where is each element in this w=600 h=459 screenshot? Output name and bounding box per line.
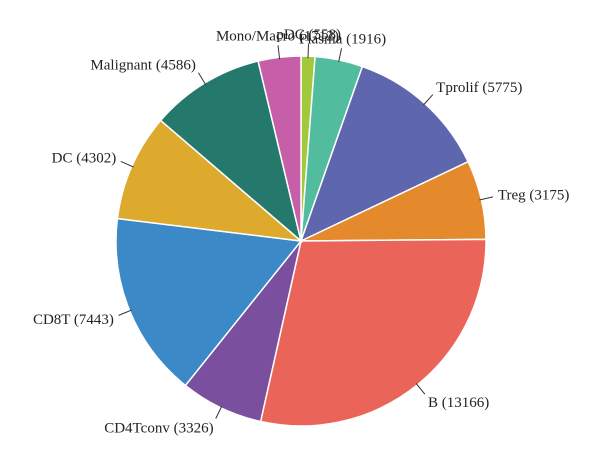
leader-mono-macro: [277, 45, 281, 60]
label-plasma: Plasma (1916): [299, 31, 386, 47]
leader-tprolif: [423, 94, 434, 106]
label-b: B (13166): [428, 395, 489, 411]
leader-lines: [118, 44, 494, 419]
label-cd4tconv: CD4Tconv (3326): [104, 421, 213, 437]
leader-pdc: [307, 44, 310, 59]
label-malignant: Malignant (4586): [90, 57, 195, 73]
label-cd8t: CD8T (7443): [33, 312, 114, 328]
leader-b: [415, 383, 426, 395]
label-treg: Treg (3175): [498, 188, 570, 204]
label-tprolif: Tprolif (5775): [436, 80, 522, 96]
slice-labels: pDC (558)Plasma (1916) Tprolif (5775) Treg…: [33, 27, 569, 436]
leader-cd4tconv: [215, 405, 223, 419]
label-mono-macro: Mono/Macro (1712): [216, 28, 339, 44]
leader-dc: [120, 160, 134, 168]
leader-cd8t: [118, 309, 132, 316]
leader-plasma: [338, 48, 343, 63]
leader-treg: [479, 196, 494, 201]
pie-slices: [115, 55, 487, 427]
label-dc: DC (4302): [52, 150, 117, 166]
label-pdc: pDC (558): [276, 27, 341, 43]
leader-malignant: [198, 72, 207, 86]
